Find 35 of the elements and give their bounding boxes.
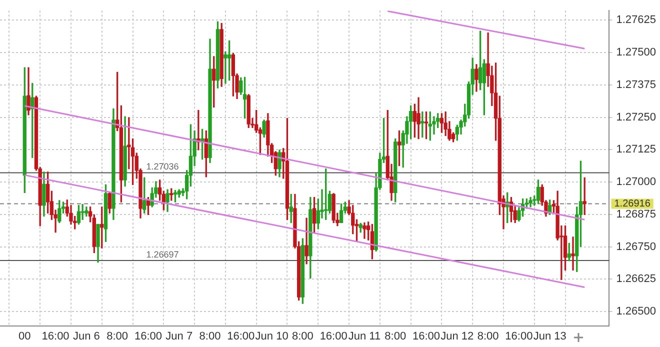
y-tick-label: 1.27500: [616, 46, 656, 59]
candlestick: [224, 51, 228, 84]
y-tick-label: 1.27000: [616, 176, 656, 188]
x-tick-label: 16:00: [320, 330, 348, 342]
candlestick: [362, 222, 366, 239]
y-tick-label: 1.27625: [616, 14, 656, 26]
x-tick-label: 8:00: [384, 330, 406, 342]
x-tick-label: 16:00: [227, 330, 255, 342]
candlestick: [571, 236, 575, 270]
x-tick-label: 00: [18, 330, 31, 342]
x-tick-label: Jun 10: [255, 330, 288, 342]
x-tick-label: 16:00: [412, 330, 440, 342]
x-tick-label: 8:00: [199, 330, 221, 342]
y-tick-label: 1.26500: [616, 306, 656, 318]
x-tick-label: 16:00: [42, 330, 70, 342]
x-tick-label: 16:00: [134, 330, 162, 342]
x-tick-label: 8:00: [106, 330, 128, 342]
x-tick-label: Jun 6: [72, 330, 100, 342]
y-tick-label: 1.26625: [616, 273, 656, 286]
y-tick-label: 1.27125: [616, 144, 656, 156]
x-tick-label: Jun 12: [440, 330, 474, 342]
x-tick-label: 16:00: [505, 330, 533, 342]
x-tick-label: Jun 7: [166, 330, 193, 342]
x-tick-label: 8:00: [477, 330, 499, 342]
y-tick-label: 1.26875: [616, 208, 656, 220]
y-tick-label: 1.26750: [616, 240, 656, 253]
y-tick-label: 1.27250: [616, 111, 656, 124]
candlestick: [80, 204, 84, 220]
y-tick-label: 1.27375: [616, 78, 656, 91]
x-tick-label: Jun 11: [348, 330, 381, 342]
x-tick-label: 8:00: [292, 330, 314, 342]
ref-line-label: 1.26697: [146, 250, 179, 260]
ref-line-label: 1.26916: [614, 198, 651, 210]
ref-line-label: 1.27036: [146, 162, 179, 172]
x-tick-label: Jun 13: [533, 330, 566, 342]
